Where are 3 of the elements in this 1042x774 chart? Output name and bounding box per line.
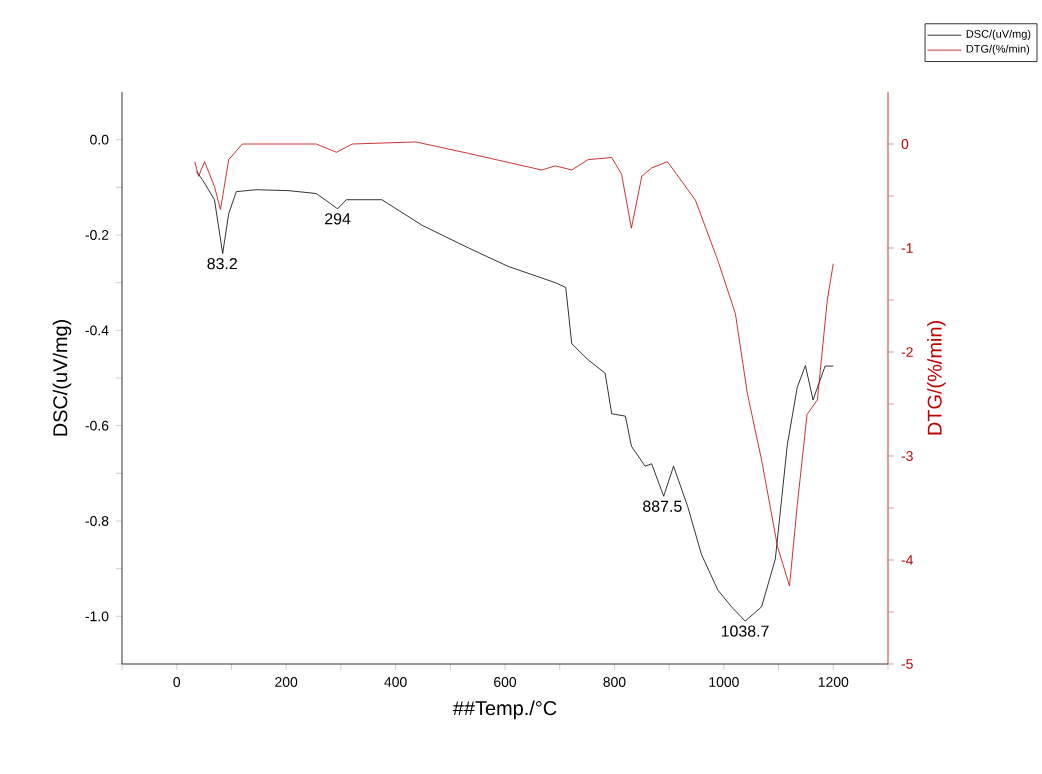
x-axis-title: ##Temp./°C bbox=[452, 700, 557, 720]
y-axis-title: DSC/(uV/mg) bbox=[52, 320, 72, 436]
y2-axis-title: DTG/(%/min) bbox=[927, 321, 946, 435]
